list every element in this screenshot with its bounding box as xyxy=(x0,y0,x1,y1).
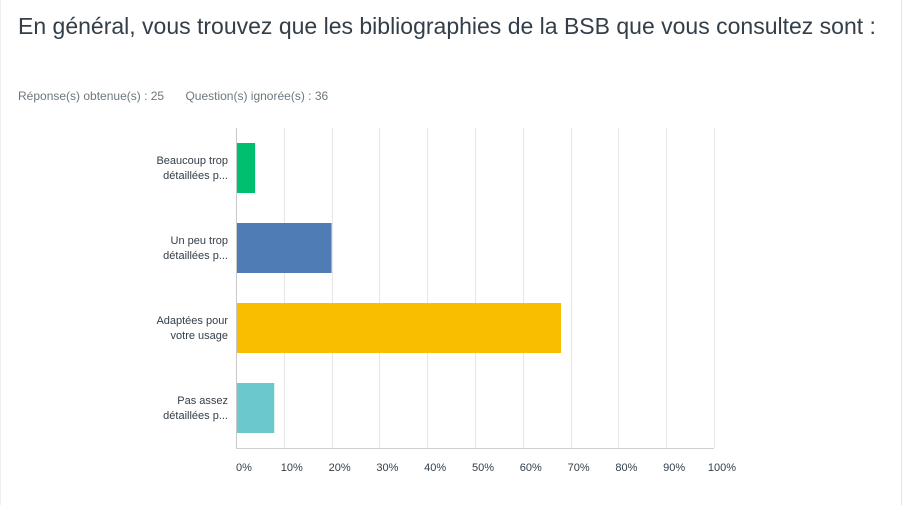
x-tick-label: 100% xyxy=(708,462,736,474)
x-tick-label: 50% xyxy=(472,462,494,474)
question-title: En général, vous trouvez que les bibliog… xyxy=(18,13,876,39)
x-tick-label: 90% xyxy=(663,462,685,474)
x-tick-label: 10% xyxy=(281,462,303,474)
x-tick-label: 80% xyxy=(615,462,637,474)
category-label: Adaptées pour votre usage xyxy=(156,315,228,342)
answered-count: Réponse(s) obtenue(s) : 25 xyxy=(18,89,165,103)
category-label: Pas assez détaillées p... xyxy=(163,395,228,422)
category-label: Un peu trop détaillées p... xyxy=(163,235,228,262)
bar xyxy=(237,223,332,273)
bar xyxy=(237,303,562,353)
x-tick-label: 40% xyxy=(424,462,446,474)
response-stats: Réponse(s) obtenue(s) : 25 Question(s) i… xyxy=(18,89,346,103)
bar xyxy=(237,143,256,193)
category-label: Beaucoup trop détaillées p... xyxy=(156,155,228,182)
bar xyxy=(237,383,275,433)
x-tick-label: 20% xyxy=(329,462,351,474)
x-tick-label: 60% xyxy=(520,462,542,474)
x-tick-label: 30% xyxy=(376,462,398,474)
x-tick-label: 0% xyxy=(236,462,252,474)
x-tick-label: 70% xyxy=(568,462,590,474)
skipped-count: Question(s) ignorée(s) : 36 xyxy=(185,89,329,103)
